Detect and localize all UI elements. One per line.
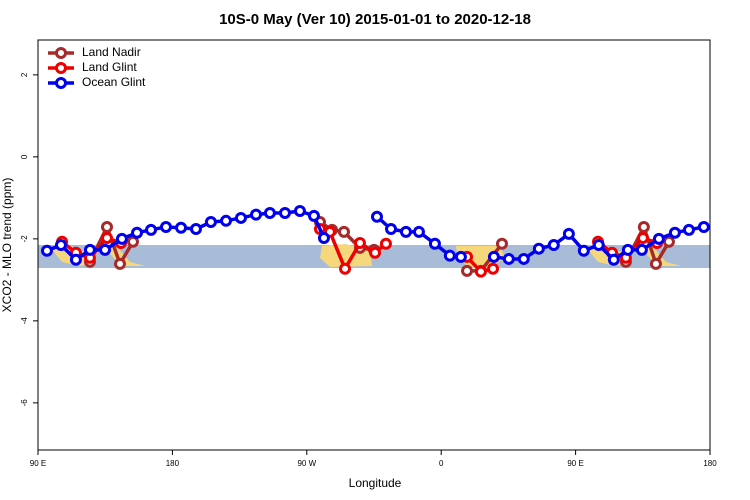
data-point: [474, 265, 487, 278]
x-tick-label: 0: [439, 459, 444, 468]
legend-marker: [55, 62, 67, 74]
data-point: [159, 220, 172, 233]
data-point: [385, 223, 398, 236]
data-point: [592, 239, 605, 251]
data-point: [443, 249, 456, 262]
data-point: [189, 223, 202, 236]
data-point: [635, 243, 648, 256]
data-point: [652, 232, 665, 245]
x-tick-label: 180: [703, 459, 717, 468]
data-point: [339, 262, 352, 275]
data-point: [562, 227, 575, 240]
data-point: [532, 242, 545, 255]
data-point: [115, 232, 128, 245]
data-point: [637, 220, 650, 233]
x-tick-label: 90 E: [30, 459, 46, 468]
data-point: [662, 235, 675, 248]
plot-frame: [37, 39, 711, 451]
data-point: [100, 220, 113, 233]
data-point: [517, 252, 530, 265]
data-point: [577, 244, 590, 257]
x-tick-label: 90 W: [297, 459, 316, 468]
data-point: [428, 237, 441, 250]
data-point: [250, 208, 263, 221]
data-point: [369, 246, 382, 259]
data-point: [278, 207, 291, 220]
data-point: [668, 226, 681, 239]
y-tick-label: -6: [20, 399, 29, 407]
data-point: [487, 250, 500, 263]
data-point: [337, 225, 350, 238]
data-point: [100, 232, 113, 245]
data-point: [412, 225, 425, 238]
data-point: [502, 252, 515, 265]
x-tick-label: 180: [166, 459, 180, 468]
data-point: [99, 243, 112, 256]
legend-label: Land Nadir: [82, 45, 141, 59]
data-point: [317, 232, 330, 245]
data-point: [697, 220, 710, 233]
data-point: [379, 237, 392, 250]
data-point: [54, 239, 67, 251]
data-point: [307, 209, 320, 222]
y-tick-label: -4: [20, 317, 29, 325]
data-point: [204, 216, 217, 229]
data-point: [145, 223, 158, 236]
legend-marker: [55, 47, 67, 59]
data-point: [495, 237, 508, 250]
legend-marker: [55, 77, 67, 89]
y-axis-label: XCO2 - MLO trend (ppm): [0, 178, 14, 313]
data-point: [399, 225, 412, 238]
data-point: [40, 244, 53, 257]
data-point: [636, 232, 649, 245]
y-tick-label: 2: [20, 72, 29, 77]
data-point: [131, 226, 144, 239]
data-point: [113, 257, 126, 270]
data-point: [234, 211, 247, 224]
x-tick-label: 90 E: [567, 459, 583, 468]
data-point: [649, 257, 662, 270]
data-point: [83, 243, 96, 256]
data-point: [293, 204, 306, 217]
data-point: [220, 214, 233, 227]
data-point: [682, 223, 695, 236]
x-axis-label: Longitude: [349, 476, 402, 490]
data-point: [621, 243, 634, 256]
data-point: [487, 262, 500, 275]
data-point: [607, 253, 620, 266]
data-point: [69, 253, 82, 266]
legend-label: Land Glint: [82, 60, 137, 74]
data-point: [126, 235, 139, 248]
data-point: [370, 210, 383, 223]
chart-title: 10S-0 May (Ver 10) 2015-01-01 to 2020-12…: [219, 11, 531, 28]
y-tick-label: 0: [20, 154, 29, 159]
data-point: [547, 239, 560, 251]
y-tick-label: -2: [20, 235, 29, 243]
legend-label: Ocean Glint: [82, 75, 146, 89]
data-point: [461, 264, 474, 277]
data-point: [263, 207, 276, 220]
data-point: [175, 221, 188, 234]
data-point: [353, 236, 366, 249]
data-point: [454, 250, 467, 263]
